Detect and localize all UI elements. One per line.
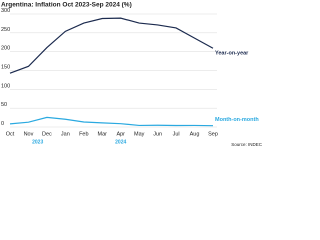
x-tick-label: Dec xyxy=(42,131,52,137)
y-tick-label: 200 xyxy=(1,46,10,52)
x-tick-label: Nov xyxy=(24,131,34,137)
x-tick-label: Jul xyxy=(173,131,180,137)
y-tick-label: 150 xyxy=(1,64,10,70)
series-line xyxy=(9,17,214,74)
x-tick-label: Aug xyxy=(190,131,200,137)
x-tick-label: Feb xyxy=(79,131,88,137)
x-tick-label: Jan xyxy=(61,131,70,137)
series-label: Year-on-year xyxy=(215,51,249,57)
y-tick-label: 100 xyxy=(1,83,10,89)
x-tick-label: Oct xyxy=(6,131,15,137)
chart-title: Argentina: Inflation Oct 2023-Sep 2024 (… xyxy=(1,2,132,9)
chart: Argentina: Inflation Oct 2023-Sep 2024 (… xyxy=(1,2,263,147)
x-tick-label: Apr xyxy=(116,131,125,137)
y-tick-label: 50 xyxy=(1,102,7,108)
source: Source: INDEC xyxy=(231,142,263,147)
x-tick-label: Jun xyxy=(153,131,162,137)
x-tick-label: Mar xyxy=(98,131,108,137)
x-tick-label: May xyxy=(134,131,145,137)
series-label: Month-on-month xyxy=(215,117,259,123)
y-tick-label: 300 xyxy=(1,8,10,14)
x-tick-label: Sep xyxy=(208,131,218,137)
series-line xyxy=(9,116,214,127)
year-label: 2024 xyxy=(115,139,126,145)
y-tick-label: 0 xyxy=(1,121,4,127)
year-label: 2023 xyxy=(32,139,43,145)
y-tick-label: 250 xyxy=(1,27,10,33)
